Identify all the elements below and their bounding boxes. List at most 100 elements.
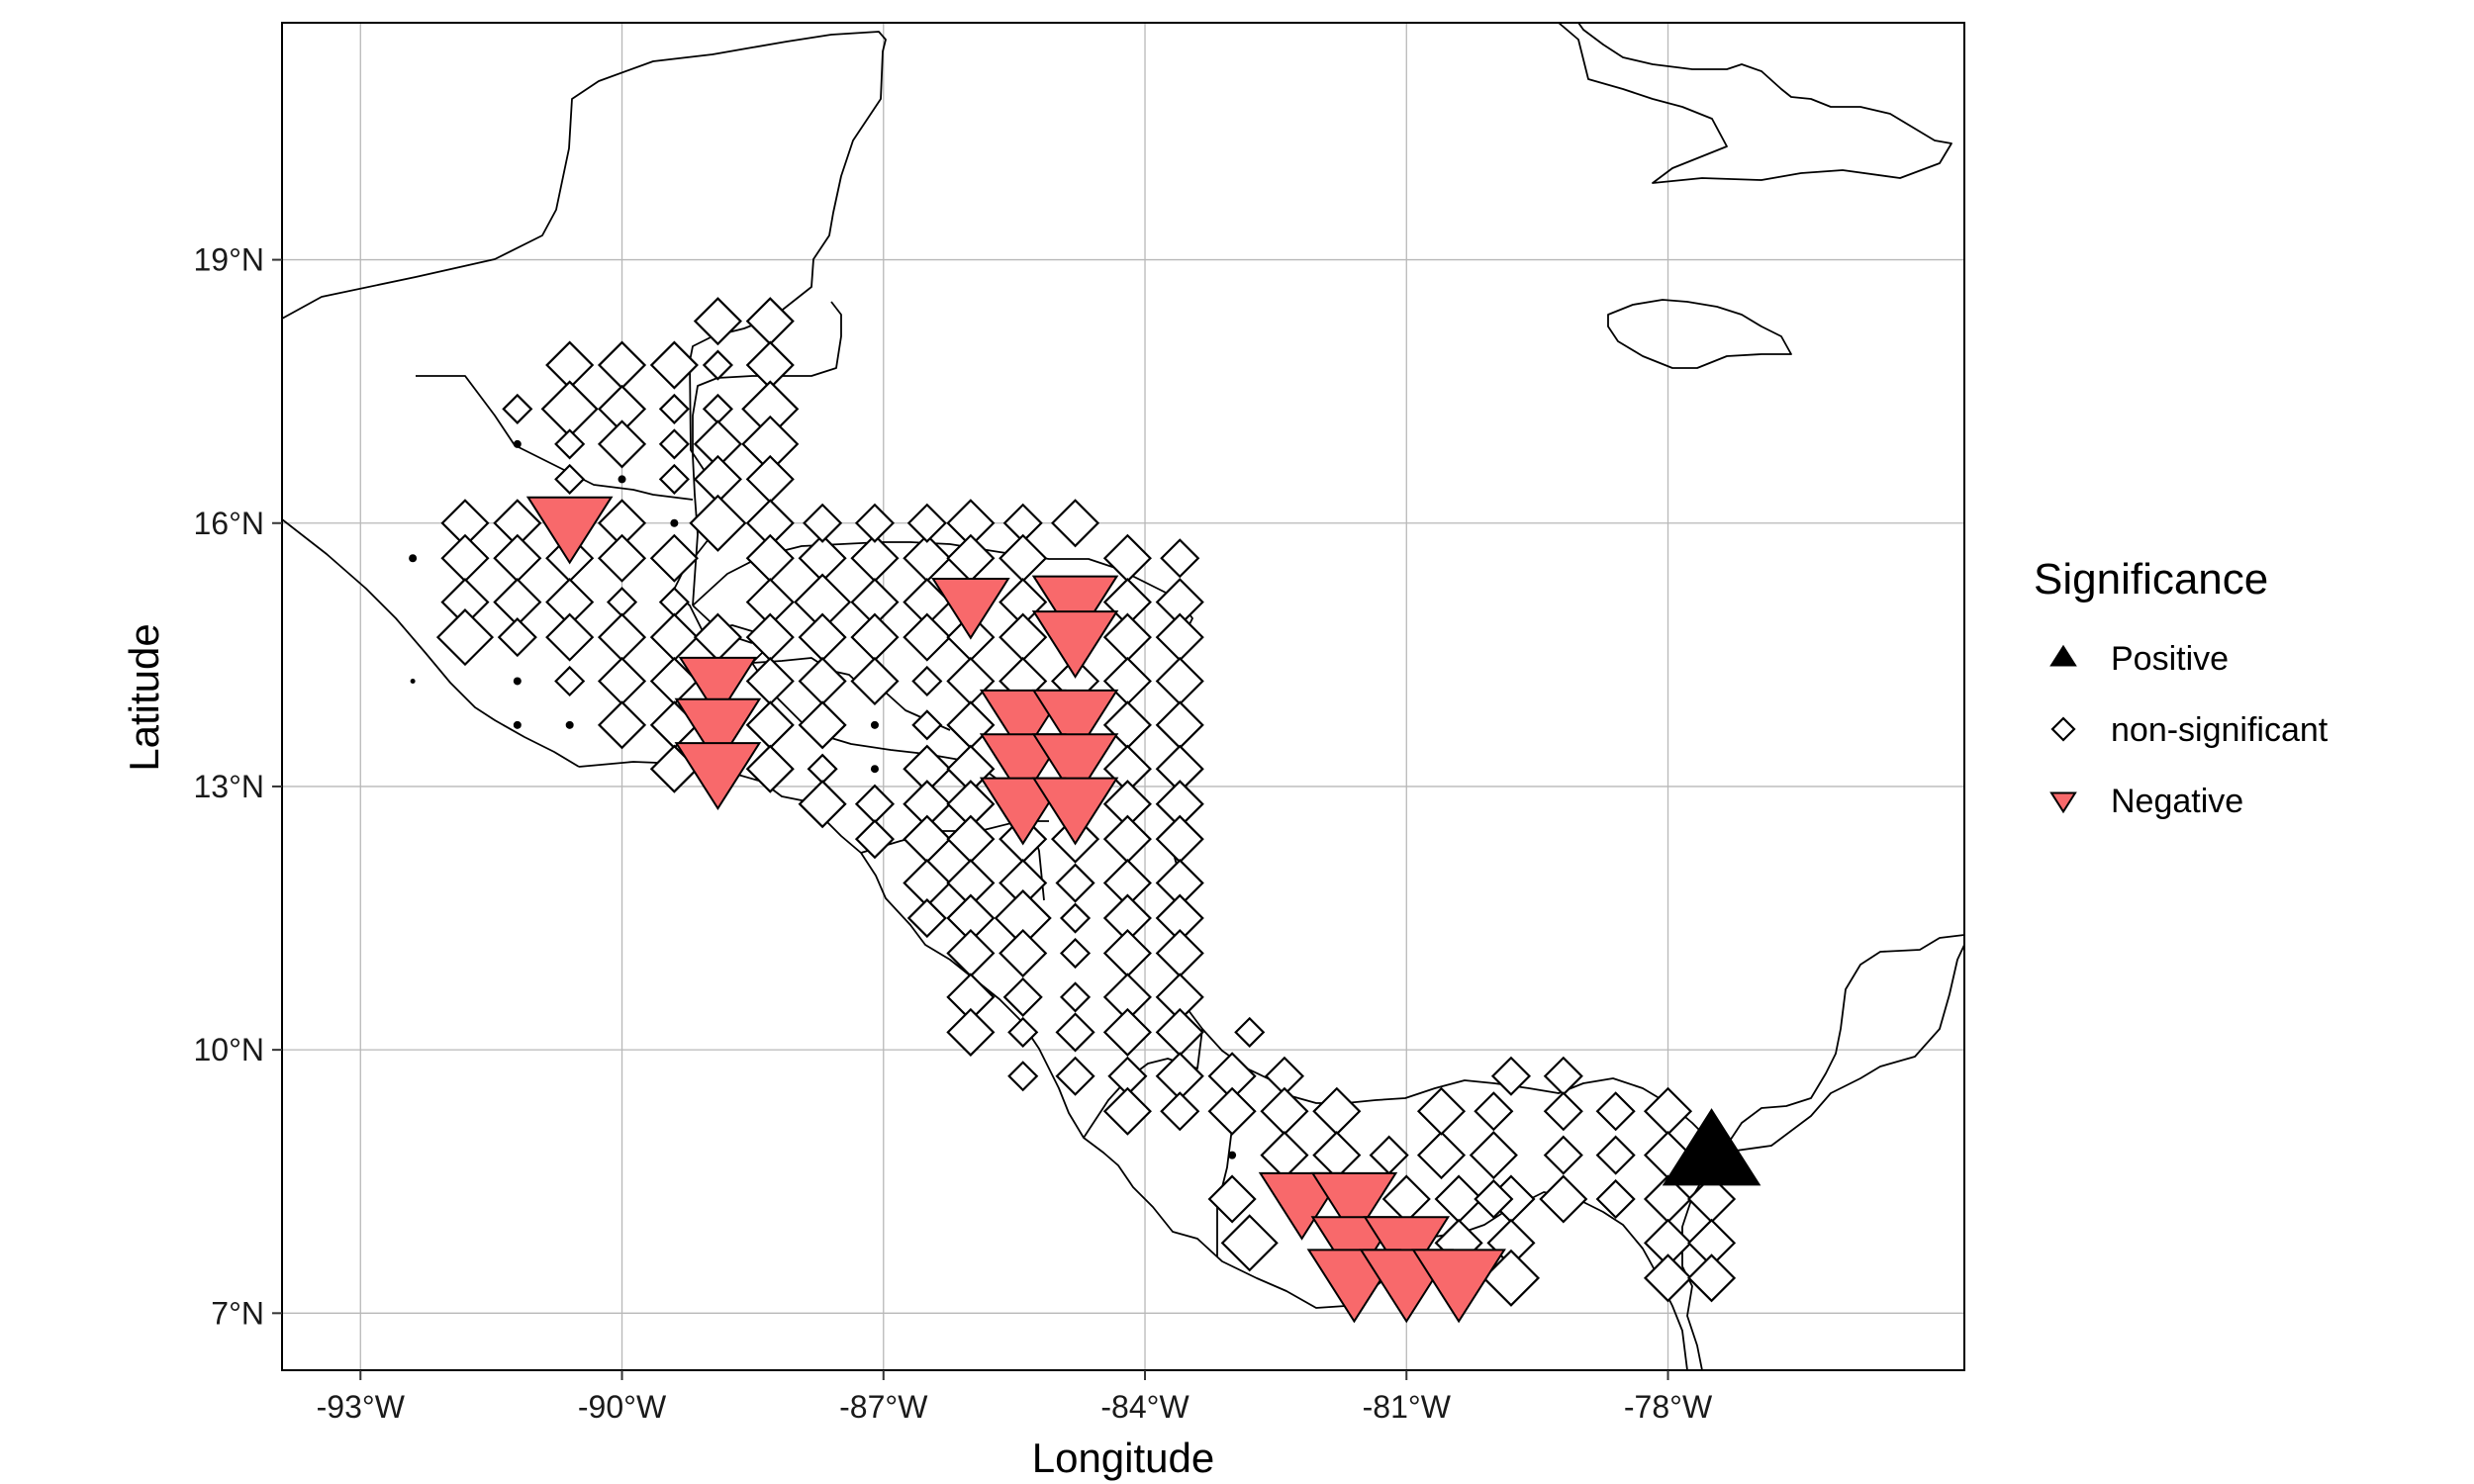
point-non-significant <box>670 518 679 527</box>
point-negative <box>1031 733 1119 802</box>
point-non-significant <box>1474 1178 1514 1220</box>
y-tick-label: 19°N <box>194 242 265 278</box>
point-non-significant <box>658 463 690 495</box>
point-non-significant <box>911 665 943 697</box>
point-non-significant <box>854 819 896 860</box>
y-tick-label: 10°N <box>194 1032 265 1067</box>
point-negative <box>1031 575 1119 644</box>
coastline-cuba <box>1558 23 1952 184</box>
point-negative <box>674 697 762 767</box>
point-non-significant <box>1643 1253 1693 1303</box>
point-negative <box>1411 1249 1506 1324</box>
point-non-significant <box>1539 1174 1588 1224</box>
point-non-significant <box>1595 1091 1636 1132</box>
point-non-significant <box>854 503 896 543</box>
point-non-significant <box>1002 976 1043 1017</box>
x-axis-title: Longitude <box>1032 1435 1215 1481</box>
x-tick-label: -93°W <box>317 1389 406 1425</box>
point-non-significant <box>658 428 690 460</box>
point-non-significant <box>1050 499 1100 548</box>
x-axis-ticks: -93°W -90°W -87°W -84°W -81°W -78°W <box>317 1370 1713 1425</box>
point-non-significant <box>1234 1016 1266 1048</box>
point-non-significant <box>1059 981 1092 1013</box>
point-non-significant <box>1007 1061 1039 1092</box>
point-non-significant <box>906 897 947 939</box>
point-non-significant <box>618 475 626 484</box>
legend-key-triangle-up <box>2049 644 2077 667</box>
point-non-significant <box>906 503 947 543</box>
legend-label: Negative <box>2111 783 2243 820</box>
point-positive <box>1662 1108 1761 1186</box>
point-non-significant <box>798 700 847 750</box>
point-non-significant <box>803 503 843 543</box>
point-non-significant <box>1207 1086 1257 1136</box>
legend-key-diamond <box>2050 716 2076 742</box>
legend-key-triangle-down <box>2049 791 2077 814</box>
point-non-significant <box>658 393 690 424</box>
point-non-significant <box>1102 1086 1152 1136</box>
point-non-significant <box>702 349 733 381</box>
point-non-significant <box>1059 937 1092 970</box>
point-non-significant <box>597 533 647 583</box>
point-non-significant <box>1007 1016 1039 1048</box>
point-non-significant <box>565 720 574 729</box>
point-non-significant <box>1595 1135 1636 1175</box>
legend-label: non-significant <box>2111 711 2329 749</box>
panel-border <box>281 22 1965 1371</box>
point-non-significant <box>1469 1131 1518 1180</box>
coastline-jamaica <box>1607 299 1792 369</box>
point-non-significant <box>946 1007 996 1057</box>
coastline-mexico-pacific <box>282 518 580 768</box>
point-non-significant <box>1416 1086 1467 1136</box>
point-non-significant <box>693 297 742 346</box>
legend-label: Positive <box>2111 640 2229 678</box>
point-non-significant <box>689 494 747 552</box>
point-non-significant <box>545 612 595 662</box>
point-non-significant <box>410 678 416 684</box>
point-non-significant <box>1055 1056 1095 1096</box>
point-non-significant <box>597 700 647 750</box>
point-non-significant <box>435 608 495 667</box>
point-non-significant <box>1687 1253 1737 1303</box>
point-non-significant <box>1416 1131 1467 1180</box>
legend-items: Positive non-significant Negative <box>2049 640 2329 820</box>
point-non-significant <box>409 554 418 563</box>
y-axis-title: Latitude <box>121 623 167 771</box>
point-negative <box>674 742 762 810</box>
point-non-significant <box>649 533 699 583</box>
point-non-significant <box>554 463 586 495</box>
data-points <box>409 297 1761 1324</box>
point-non-significant <box>1055 1012 1095 1053</box>
point-non-significant <box>911 709 943 741</box>
point-non-significant <box>1160 1091 1200 1132</box>
point-non-significant <box>513 720 522 729</box>
point-non-significant <box>1228 1151 1237 1159</box>
point-non-significant <box>1543 1135 1583 1175</box>
y-axis-ticks: 7°N 10°N 13°N 16°N 19°N <box>194 242 282 1331</box>
point-negative <box>525 496 614 565</box>
point-non-significant <box>999 928 1048 978</box>
point-non-significant <box>1474 1091 1514 1132</box>
x-tick-label: -78°W <box>1624 1389 1713 1425</box>
point-non-significant <box>1160 538 1200 579</box>
point-negative <box>678 656 758 719</box>
point-non-significant <box>1102 1007 1152 1057</box>
point-non-significant <box>1059 902 1092 934</box>
x-tick-label: -90°W <box>578 1389 667 1425</box>
x-tick-label: -84°W <box>1100 1389 1189 1425</box>
x-tick-label: -87°W <box>839 1389 928 1425</box>
x-tick-label: -81°W <box>1363 1389 1452 1425</box>
point-non-significant <box>870 765 879 774</box>
point-negative <box>1031 689 1119 758</box>
point-non-significant <box>1543 1091 1583 1132</box>
point-non-significant <box>1220 1214 1279 1272</box>
point-non-significant <box>513 677 522 686</box>
point-negative <box>931 578 1010 640</box>
point-negative <box>1031 610 1119 679</box>
point-non-significant <box>1595 1178 1636 1220</box>
point-non-significant <box>850 656 900 706</box>
y-tick-label: 7°N <box>211 1295 264 1331</box>
y-tick-label: 16°N <box>194 506 265 541</box>
legend-title: Significance <box>2034 555 2268 603</box>
